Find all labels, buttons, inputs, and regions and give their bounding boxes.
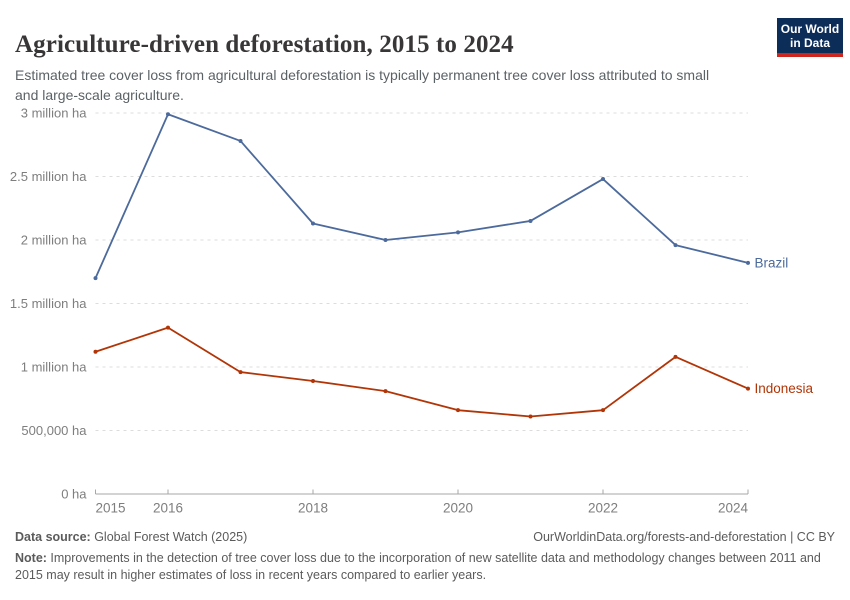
data-point-brazil bbox=[673, 243, 678, 248]
x-tick-label: 2018 bbox=[298, 501, 328, 516]
data-point-indonesia bbox=[673, 354, 678, 359]
data-point-brazil bbox=[93, 276, 98, 281]
owid-logo-line1: Our World bbox=[780, 22, 840, 36]
data-source-label: Data source: bbox=[15, 530, 91, 544]
data-point-brazil bbox=[311, 221, 315, 226]
chart-subtitle: Estimated tree cover loss from agricultu… bbox=[15, 67, 710, 103]
x-tick-label: 2022 bbox=[588, 501, 618, 516]
data-source-line: Data source: Global Forest Watch (2025) bbox=[15, 530, 247, 544]
y-tick-label: 0 ha bbox=[61, 487, 87, 502]
data-point-brazil bbox=[166, 112, 170, 117]
y-tick-label: 1 million ha bbox=[21, 360, 88, 375]
series-line-brazil[interactable] bbox=[94, 113, 749, 280]
x-tick-label: 2015 bbox=[96, 501, 126, 516]
data-point-indonesia bbox=[746, 386, 750, 391]
data-point-indonesia bbox=[383, 389, 388, 394]
page-title: Agriculture-driven deforestation, 2015 t… bbox=[15, 30, 514, 58]
data-point-brazil bbox=[456, 230, 460, 235]
x-tick-label: 2016 bbox=[153, 501, 183, 516]
owid-logo-accent-bar bbox=[777, 53, 843, 57]
y-tick-label: 500,000 ha bbox=[21, 423, 87, 438]
data-point-brazil bbox=[601, 177, 605, 182]
x-tick-label: 2020 bbox=[443, 501, 473, 516]
series-label-indonesia[interactable]: Indonesia bbox=[755, 381, 814, 396]
data-point-indonesia bbox=[93, 349, 98, 354]
data-point-indonesia bbox=[456, 408, 460, 413]
y-tick-label: 2.5 million ha bbox=[10, 169, 87, 184]
y-tick-label: 3 million ha bbox=[21, 106, 88, 121]
data-point-brazil bbox=[383, 238, 388, 242]
data-point-indonesia bbox=[238, 370, 243, 375]
footer-note: Note: Improvements in the detection of t… bbox=[15, 550, 835, 584]
data-point-indonesia bbox=[528, 414, 533, 419]
y-tick-label: 1.5 million ha bbox=[10, 296, 87, 311]
footer-row: Data source: Global Forest Watch (2025) … bbox=[15, 530, 835, 544]
owid-logo-line2: in Data bbox=[789, 36, 830, 50]
note-label: Note: bbox=[15, 551, 47, 565]
data-point-brazil bbox=[746, 260, 750, 265]
series-label-brazil[interactable]: Brazil bbox=[755, 255, 789, 270]
series-line-indonesia[interactable] bbox=[94, 326, 749, 418]
data-point-indonesia bbox=[166, 325, 170, 330]
rights-link: OurWorldinData.org/forests-and-deforesta… bbox=[533, 530, 835, 544]
data-point-brazil bbox=[238, 138, 243, 143]
owid-logo[interactable]: Our World in Data bbox=[777, 18, 843, 57]
data-point-indonesia bbox=[311, 378, 315, 383]
note-value: Improvements in the detection of tree co… bbox=[15, 551, 821, 582]
data-point-brazil bbox=[528, 218, 533, 223]
data-source-value: Global Forest Watch (2025) bbox=[90, 530, 248, 544]
data-point-indonesia bbox=[601, 408, 605, 413]
y-tick-label: 2 million ha bbox=[21, 233, 88, 248]
x-tick-label: 2024 bbox=[718, 501, 749, 516]
owid-logo-box: Our World in Data bbox=[777, 18, 843, 53]
